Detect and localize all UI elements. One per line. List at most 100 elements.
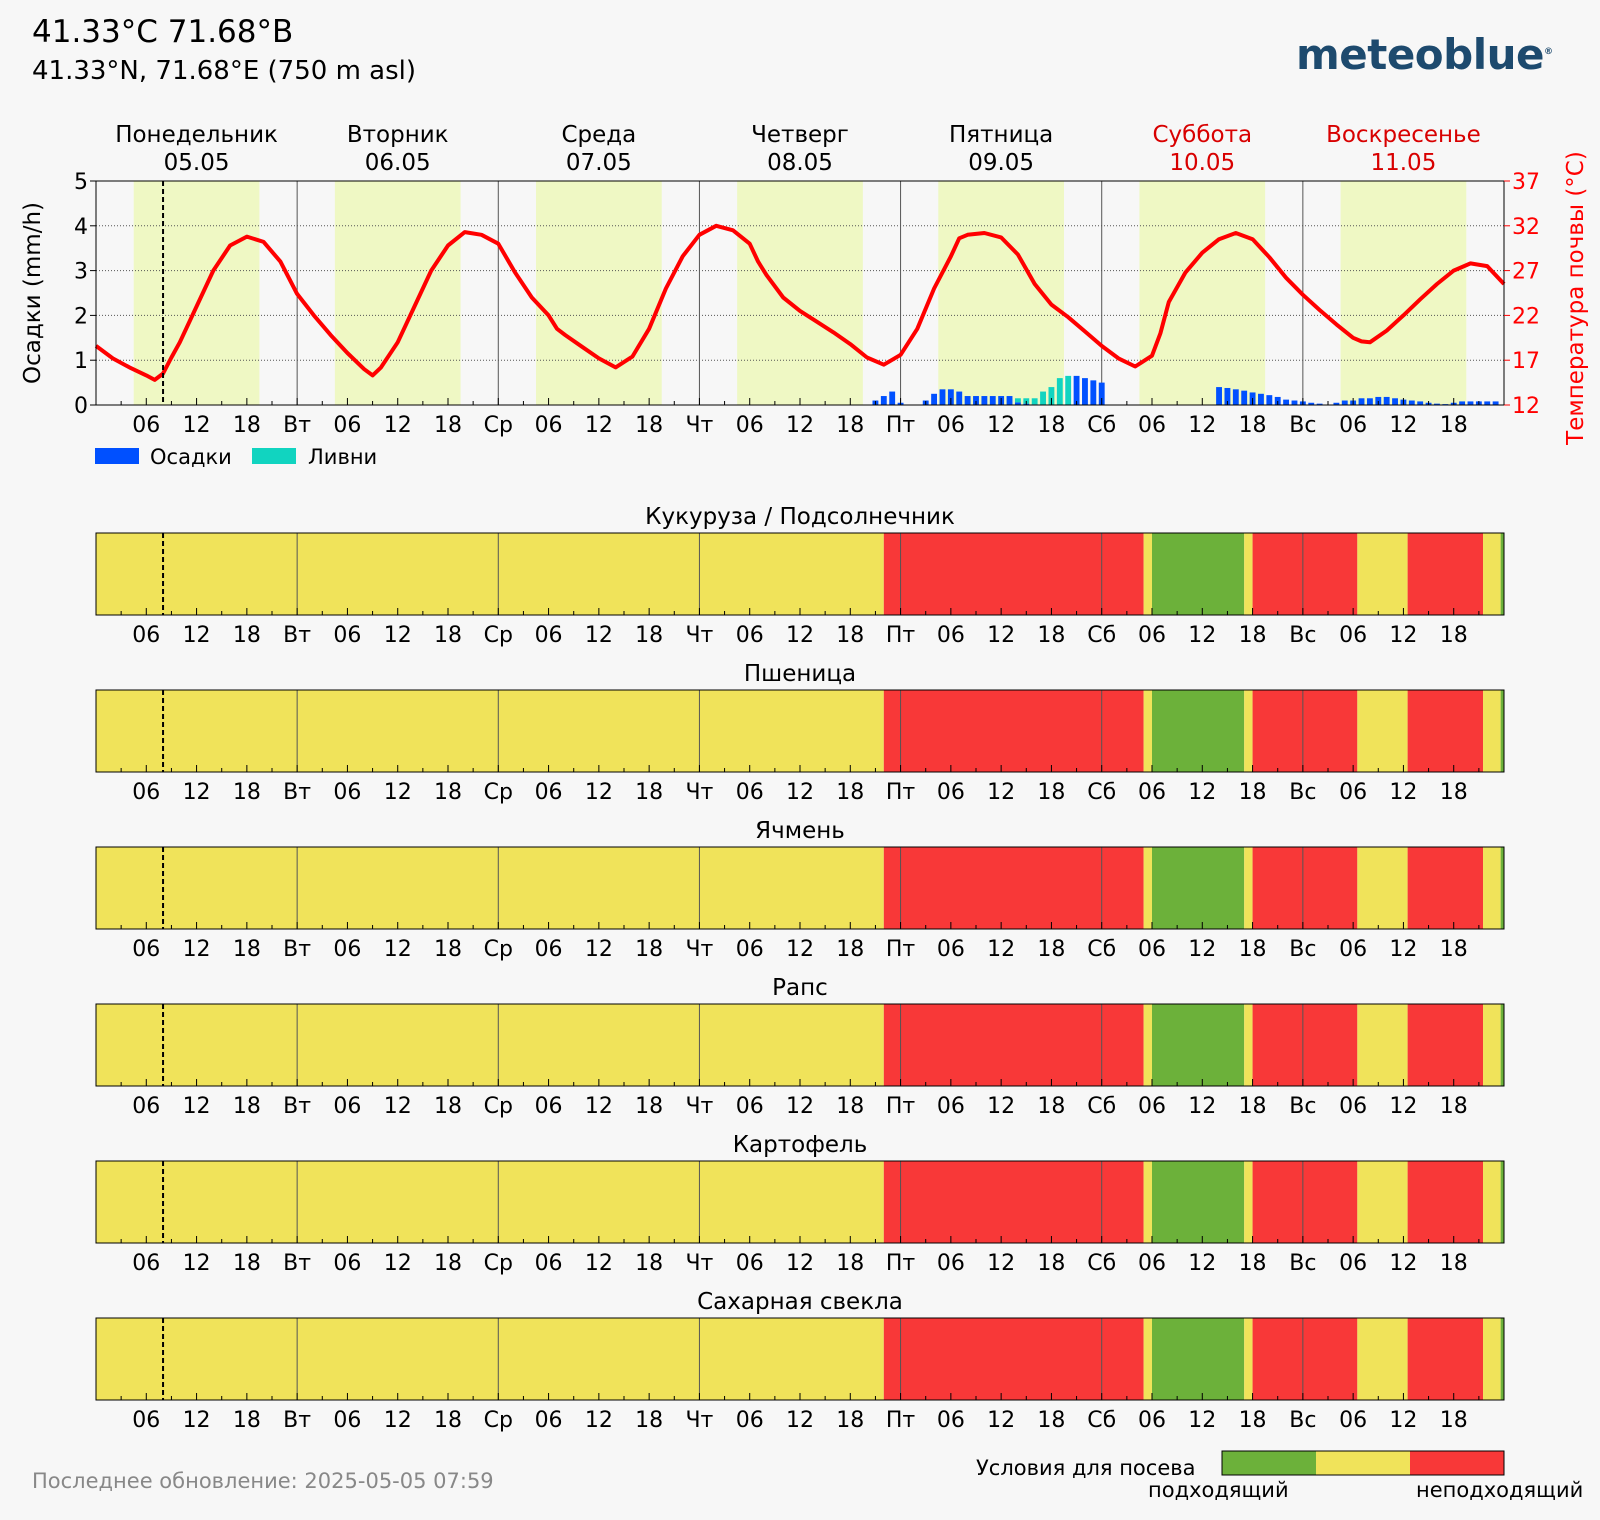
x-axis-tick-label: 06: [937, 937, 965, 962]
x-axis-tick-label: 18: [1239, 1251, 1267, 1276]
right-axis-tick-label: 32: [1512, 215, 1540, 240]
x-axis-tick-label: 18: [434, 413, 462, 438]
sowing-condition-cell: [1407, 1161, 1484, 1243]
x-axis-tick-label: 06: [333, 623, 361, 648]
x-axis-tick-label: Ср: [484, 413, 513, 438]
sowing-condition-cell: [1244, 1161, 1253, 1243]
day-date-label: 05.05: [164, 150, 230, 176]
precip-bar: [1484, 401, 1491, 405]
logo-text: meteoblue: [1296, 30, 1545, 79]
x-axis-tick-label: Ср: [484, 937, 513, 962]
crop-row-title: Ячмень: [755, 818, 845, 844]
sowing-condition-cell: [1483, 690, 1501, 772]
x-axis-tick-label: 06: [132, 1251, 160, 1276]
x-axis-tick-label: 12: [183, 1251, 211, 1276]
x-axis-tick-label: 18: [635, 1251, 663, 1276]
sowing-condition-cell: [1357, 1004, 1408, 1086]
day-date-label: 06.05: [365, 150, 431, 176]
x-axis-tick-label: 18: [1239, 413, 1267, 438]
x-axis-tick-label: Вс: [1289, 1094, 1316, 1119]
crop-row-title: Пшеница: [744, 661, 856, 687]
x-axis-tick-label: 18: [233, 1094, 261, 1119]
x-axis-tick-label: 06: [1339, 623, 1367, 648]
x-axis-tick-label: Чт: [685, 413, 713, 438]
shower-bar: [1023, 398, 1030, 404]
x-axis-tick-label: 12: [384, 1251, 412, 1276]
precip-bar: [1082, 378, 1088, 405]
x-axis-tick-label: 06: [132, 1408, 160, 1433]
x-axis-tick-label: 18: [635, 1408, 663, 1433]
sowing-legend-title: Условия для посева: [976, 1456, 1196, 1480]
daylight-band: [1340, 181, 1467, 405]
precip-bar: [1434, 403, 1440, 405]
x-axis-tick-label: 12: [585, 780, 613, 805]
sowing-condition-cell: [1500, 1161, 1504, 1243]
legend-unsuitable-swatch: [1410, 1451, 1504, 1475]
x-axis-tick-label: 12: [384, 937, 412, 962]
sowing-condition-cell: [1143, 847, 1152, 929]
x-axis-tick-label: 12: [786, 1408, 814, 1433]
precip-bar: [1241, 390, 1248, 405]
x-axis-tick-label: 18: [836, 413, 864, 438]
sowing-condition-cell: [1483, 1318, 1501, 1400]
sowing-condition-cell: [1357, 1318, 1408, 1400]
daylight-band: [536, 181, 662, 405]
legend-precip-label: Осадки: [150, 445, 232, 469]
day-date-label: 10.05: [1169, 150, 1235, 176]
precip-bar: [1216, 387, 1222, 405]
precip-bar: [989, 396, 996, 405]
shower-bar: [1056, 378, 1063, 405]
sowing-condition-cell: [1152, 1161, 1245, 1243]
daylight-band: [938, 181, 1064, 405]
precip-bar: [1006, 396, 1013, 405]
x-axis-tick-label: 12: [1389, 1094, 1417, 1119]
x-axis-tick-label: 18: [434, 623, 462, 648]
x-axis-tick-label: 18: [836, 780, 864, 805]
x-axis-tick-label: Пт: [886, 413, 916, 438]
x-axis-tick-label: Сб: [1087, 937, 1116, 962]
last-update-text: Последнее обновление: 2025-05-05 07:59: [32, 1469, 494, 1493]
sowing-condition-cell: [1152, 1004, 1245, 1086]
sowing-condition-cell: [883, 1004, 1144, 1086]
sowing-condition-cell: [1407, 1318, 1484, 1400]
x-axis-tick-label: 12: [987, 1094, 1015, 1119]
sowing-condition-cell: [1500, 690, 1504, 772]
x-axis-tick-label: 06: [1138, 1408, 1166, 1433]
sowing-condition-cell: [1252, 847, 1358, 929]
sowing-condition-cell: [96, 1318, 884, 1400]
x-axis-tick-label: 06: [1339, 1408, 1367, 1433]
crop-row-title: Рапс: [772, 975, 828, 1001]
x-axis-tick-label: Чт: [685, 623, 713, 648]
x-axis-tick-label: 06: [736, 937, 764, 962]
x-axis-tick-label: 18: [1037, 937, 1065, 962]
x-axis-tick-label: 06: [937, 1251, 965, 1276]
x-axis-tick-label: 06: [333, 780, 361, 805]
sowing-condition-cell: [1143, 690, 1152, 772]
legend-suitable-label: подходящий: [1148, 1478, 1289, 1502]
sowing-condition-cell: [96, 1161, 884, 1243]
x-axis-tick-label: 18: [836, 937, 864, 962]
sowing-condition-cell: [1483, 1161, 1501, 1243]
left-axis-tick-label: 4: [74, 215, 88, 240]
x-axis-tick-label: 12: [987, 780, 1015, 805]
meteoblue-logo[interactable]: meteoblue®: [1296, 30, 1553, 79]
left-axis-tick-label: 2: [74, 304, 88, 329]
soil-temperature-line: [94, 223, 1506, 382]
precip-bar: [947, 389, 954, 405]
precip-bar: [1383, 396, 1390, 405]
shower-bar: [1048, 387, 1055, 405]
precip-bar: [1417, 401, 1424, 405]
x-axis-tick-label: Чт: [685, 1094, 713, 1119]
x-axis-tick-label: Пт: [886, 623, 916, 648]
x-axis-tick-label: Ср: [484, 1094, 513, 1119]
x-axis-tick-label: 18: [1037, 413, 1065, 438]
x-axis-tick-label: 18: [1440, 413, 1468, 438]
right-axis-tick-label: 12: [1512, 394, 1540, 419]
x-axis-tick-label: 18: [434, 1251, 462, 1276]
x-axis-tick-label: 18: [1037, 780, 1065, 805]
sowing-condition-cell: [1500, 1318, 1504, 1400]
day-name-label: Пятница: [949, 122, 1053, 148]
shower-bar: [1065, 375, 1072, 405]
x-axis-tick-label: 12: [1389, 937, 1417, 962]
x-axis-tick-label: 06: [333, 1408, 361, 1433]
